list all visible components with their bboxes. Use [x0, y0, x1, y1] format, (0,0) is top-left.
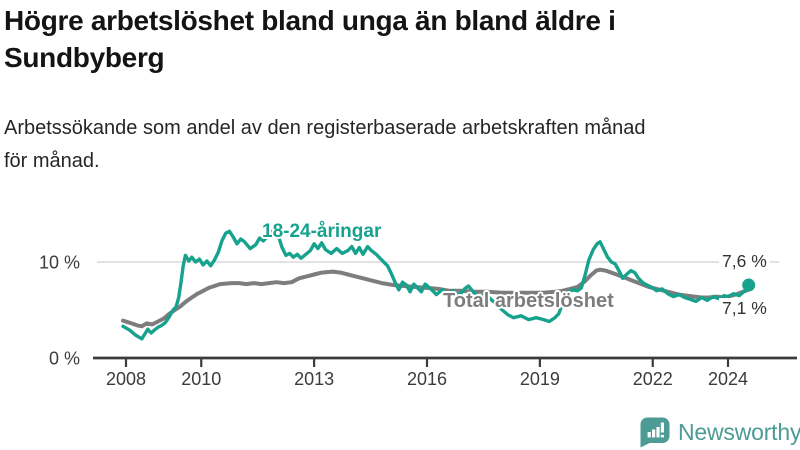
series-end-dot: [742, 278, 756, 292]
x-tick-label: 2010: [181, 369, 221, 389]
chart-subtitle: Arbetssökande som andel av den registerb…: [4, 112, 784, 178]
title-line-1: Högre arbetslöshet bland unga än bland ä…: [4, 5, 616, 36]
end-value-label-18-24: 7,6 %: [719, 251, 770, 272]
x-tick-label: 2013: [294, 369, 334, 389]
x-tick-label: 2019: [520, 369, 560, 389]
subtitle-line-2: för månad.: [4, 150, 100, 172]
x-tick-label: 2024: [708, 369, 748, 389]
series-label-18-24: 18-24-åringar: [262, 221, 382, 242]
title-line-2: Sundbyberg: [4, 42, 165, 73]
x-tick-label: 2022: [633, 369, 673, 389]
page-title: Högre arbetslöshet bland unga än bland ä…: [4, 2, 784, 76]
series-label-total: Total arbetslöshet: [443, 290, 614, 312]
y-tick-label: 0 %: [49, 349, 80, 369]
series-line-total: [121, 267, 751, 329]
subtitle-line-1: Arbetssökande som andel av den registerb…: [4, 117, 646, 139]
newsworthy-bubble-bar-chart-icon: [640, 417, 670, 448]
x-tick-label: 2008: [106, 369, 146, 389]
series-line-young: [121, 228, 751, 341]
y-tick-label: 10 %: [39, 253, 80, 273]
x-tick-label: 2016: [407, 369, 447, 389]
brand-name: Newsworthy: [678, 419, 800, 445]
newsworthy-logo[interactable]: Newsworthy: [639, 414, 800, 450]
end-value-label-total: 7,1 %: [719, 298, 770, 319]
